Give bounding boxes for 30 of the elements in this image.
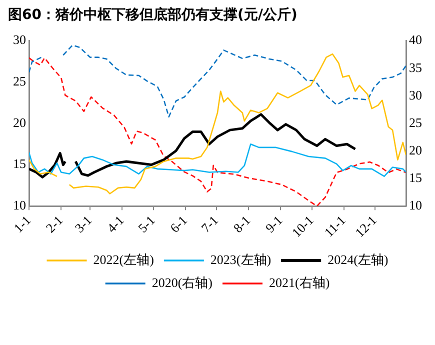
y-tick-label: 10	[13, 198, 26, 213]
x-tick-label: 9-1	[262, 212, 286, 236]
legend-label: 2022(左轴)	[93, 252, 154, 267]
legend-label: 2020(右轴)	[152, 274, 213, 290]
x-tick-label: 12-1	[352, 212, 380, 240]
x-tick-label: 8-1	[230, 212, 254, 236]
y2-tick-label: 30	[409, 87, 422, 102]
y2-tick-label: 10	[409, 198, 422, 213]
y-tick-label: 25	[13, 74, 26, 89]
y2-tick-label: 35	[409, 60, 422, 75]
y-tick-label: 20	[13, 114, 26, 130]
y2-tick-label: 15	[409, 170, 422, 185]
y2-tick-label: 40	[409, 32, 422, 48]
x-tick-label: 10-1	[288, 212, 316, 240]
x-tick-label: 11-1	[321, 212, 348, 240]
y-tick-label: 15	[13, 156, 26, 172]
y-tick-label: 30	[13, 32, 26, 48]
x-tick-label: 6-1	[167, 212, 190, 236]
x-tick-label: 5-1	[134, 212, 158, 236]
x-tick-label: 1-1	[10, 212, 34, 236]
x-tick-label: 3-1	[72, 212, 95, 236]
y2-tick-label: 20	[409, 142, 422, 158]
y2-tick-label: 25	[409, 114, 422, 130]
x-tick-label: 7-1	[198, 212, 222, 236]
chart-title: 图60：猪价中枢下移但底部仍有支撑(元/公斤)	[8, 6, 298, 24]
x-tick-label: 2-1	[42, 212, 66, 236]
x-tick-label: 4-1	[104, 212, 127, 236]
legend-label: 2023(左轴)	[210, 252, 272, 267]
legend-label: 2024(左轴)	[328, 252, 388, 267]
legend-label: 2021(右轴)	[269, 274, 330, 290]
